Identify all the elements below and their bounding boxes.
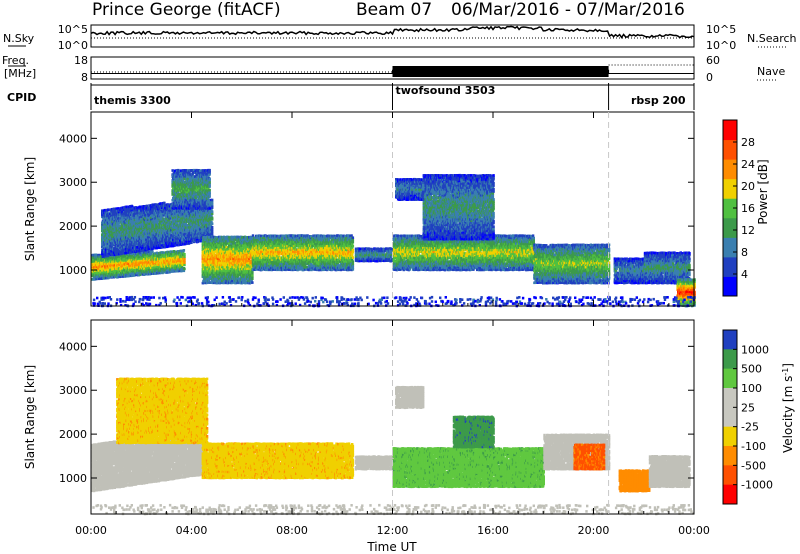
nsky-left-tick-bottom: 10^0 xyxy=(58,39,88,52)
nave-label: Nave xyxy=(757,65,785,78)
freq-left-unit: [MHz] xyxy=(4,67,36,80)
cpid-segments: themis 3300 twofsound 3503 rbsp 200 xyxy=(94,83,686,110)
cpid-label: CPID xyxy=(7,91,36,104)
nsky-panel: N.Sky 10^5 10^0 10^5 10^0 N.Search xyxy=(3,23,797,52)
cpid-segment-label: rbsp 200 xyxy=(631,94,686,107)
radar-summary-figure: Prince George (fitACF) Beam 07 06/Mar/20… xyxy=(0,0,800,554)
freq-panel: Freq. [MHz] 18 8 60 0 Nave xyxy=(2,54,785,84)
nsky-right-tick-bottom: 10^0 xyxy=(706,39,736,52)
cpid-panel: CPID themis 3300 twofsound 3503 rbsp 200 xyxy=(7,83,694,110)
nave-right-tick-bottom: 0 xyxy=(706,71,713,84)
date-range: 06/Mar/2016 - 07/Mar/2016 xyxy=(451,0,685,20)
freq-left-tick-bottom: 8 xyxy=(81,71,88,84)
nave-right-tick-top: 60 xyxy=(706,54,720,67)
freq-trace xyxy=(91,65,694,77)
cpid-segment-label: themis 3300 xyxy=(94,94,171,107)
nsky-trace xyxy=(91,27,694,39)
freq-alternating-block xyxy=(393,66,609,77)
freq-left-label: Freq. xyxy=(2,54,29,67)
freq-left-tick-top: 18 xyxy=(74,54,88,67)
nsky-right-tick-top: 10^5 xyxy=(706,23,736,36)
beam-label: Beam 07 xyxy=(356,0,432,20)
nsearch-label: N.Search xyxy=(747,32,797,45)
nsky-left-label: N.Sky xyxy=(3,32,35,45)
nsky-line xyxy=(91,27,694,38)
nsky-frame xyxy=(91,25,694,47)
station-title: Prince George (fitACF) xyxy=(92,0,281,20)
power-heatmap xyxy=(91,169,696,307)
cpid-segment-label: twofsound 3503 xyxy=(396,84,496,97)
nsky-left-tick-top: 10^5 xyxy=(58,23,88,36)
